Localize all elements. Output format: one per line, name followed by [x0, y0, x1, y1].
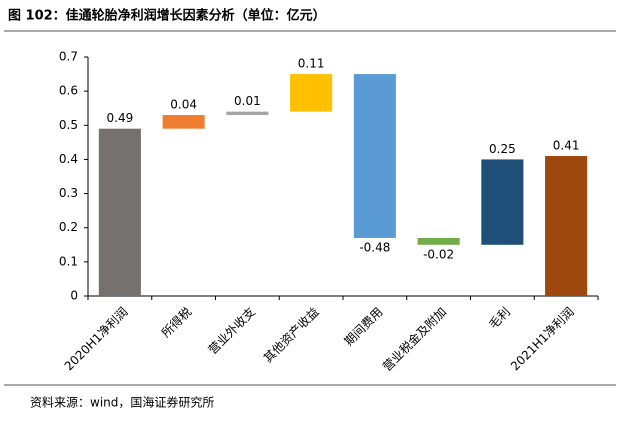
- bar: [290, 74, 333, 112]
- y-tick-label: 0.6: [59, 84, 78, 98]
- y-tick-label: 0.1: [59, 254, 78, 268]
- bar: [162, 115, 205, 129]
- y-tick-label: 0.3: [59, 186, 78, 200]
- x-tick-label: 营业外收支: [206, 305, 258, 357]
- x-tick-label: 其他资产收益: [261, 305, 322, 366]
- value-label: 0.25: [489, 142, 516, 156]
- y-tick-label: 0.7: [59, 50, 78, 64]
- bar: [417, 237, 460, 245]
- bar: [98, 128, 141, 296]
- bar: [481, 159, 524, 245]
- x-tick-label: 毛利: [486, 305, 513, 332]
- value-label: 0.11: [298, 57, 325, 71]
- y-tick-label: 0: [70, 289, 78, 303]
- value-label: -0.02: [423, 247, 454, 261]
- chart-title: 图 102：佳通轮胎净利润增长因素分析（单位：亿元）: [8, 8, 326, 24]
- x-tick-label: 期间费用: [342, 305, 386, 349]
- value-label: 0.04: [170, 98, 197, 112]
- value-label: 0.41: [553, 139, 580, 153]
- bar: [545, 156, 588, 296]
- value-label: 0.49: [107, 111, 134, 125]
- bar: [226, 111, 269, 116]
- bar: [353, 74, 396, 238]
- x-tick-label: 营业税金及附加: [379, 304, 449, 374]
- source: 资料来源：wind，国海证券研究所: [30, 395, 214, 410]
- y-tick-label: 0.5: [59, 118, 78, 132]
- x-tick-label: 2021H1净利润: [508, 305, 577, 374]
- y-tick-label: 0.2: [59, 220, 78, 234]
- x-tick-label: 所得税: [158, 304, 194, 340]
- value-label: 0.01: [234, 94, 261, 108]
- value-label: -0.48: [359, 240, 390, 254]
- y-tick-label: 0.4: [59, 152, 78, 166]
- x-tick-label: 2020H1净利润: [62, 305, 131, 374]
